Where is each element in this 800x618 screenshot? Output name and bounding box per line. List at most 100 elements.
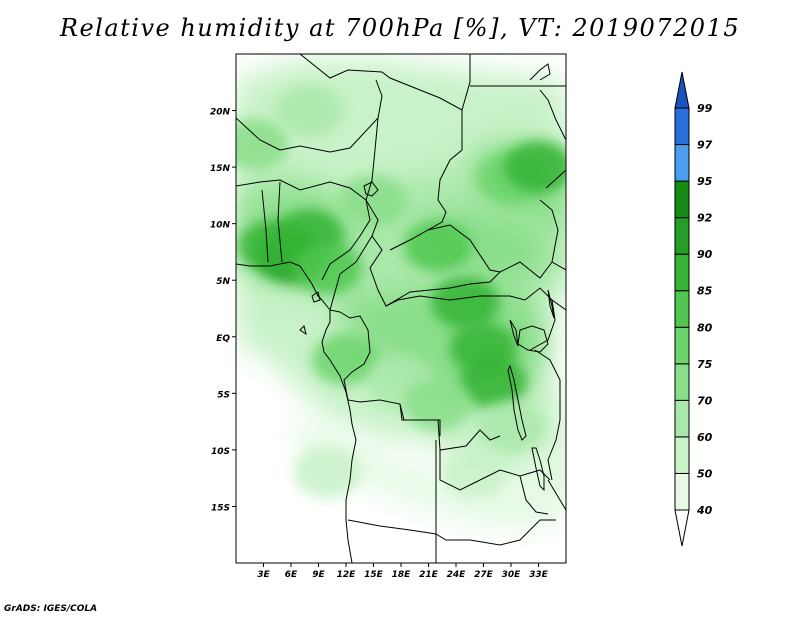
boundary-uganda [524,287,556,351]
humidity-maximum [403,378,472,431]
lat-tick-label: 10S [211,447,230,457]
colorbar-label: 85 [697,285,713,298]
lat-tick-label: 15S [211,503,230,513]
lon-tick-label: 24E [447,570,467,580]
lat-tick-label: 5N [216,277,230,287]
humidity-maximum [339,175,408,228]
latitude-axis: 20N 15N 10N 5N EQ 5S 10S 15S [210,108,236,513]
colorbar-box [674,399,690,438]
humidity-maximum [312,333,380,386]
colorbar-box [674,107,690,146]
boundary-kenya [551,299,566,311]
boundary-drc-angola [399,403,501,451]
colorbar-label: 60 [697,431,713,444]
colorbar-box [674,290,690,328]
humidity-maximum [477,401,545,454]
lon-tick-label: 12E [337,570,357,580]
boundary-ethiopia [539,199,566,271]
lat-tick-label: 10N [210,221,231,231]
lake-turkana [547,289,555,319]
humidity-maximum [440,446,509,499]
humidity-maximum [236,118,289,171]
boundary-south-sudan [427,224,553,279]
lake-malawi [531,447,545,492]
colorbar-box [674,180,690,219]
lake-victoria [517,325,549,353]
lon-tick-label: 33E [529,570,549,580]
humidity-maximum [431,276,500,329]
humidity-maximum [403,220,472,273]
country-boundaries [236,54,566,563]
coastlines [236,63,555,563]
sao-tome-island [299,325,307,336]
colorbar-labels: 40 50 60 70 75 80 85 90 92 95 97 99 [696,102,713,517]
colorbar-label: 75 [697,358,713,371]
grads-credit: GrADS: IGES/COLA [4,604,98,614]
colorbar-label: 40 [696,504,713,517]
boundary-mozambique [547,479,566,511]
boundary-eritrea [545,169,566,189]
lat-tick-label: EQ [216,334,230,344]
boundary-drc-congo [339,311,441,436]
colorbar-label: 92 [697,212,713,225]
coastline-west-africa [236,261,357,563]
boundary-benin-togo [261,189,269,263]
sinai-coast [529,63,551,81]
longitude-axis: 3E 6E 9E 12E 15E 18E 21E 24E 27E 30E 33E [257,563,549,580]
boundary-angola-namibia [347,519,470,541]
boundary-botswana [469,519,556,546]
map-title: Relative humidity at 700hPa [%], VT: 201… [59,14,741,42]
lon-tick-label: 15E [364,570,384,580]
humidity-maxima [236,84,566,499]
boundary-niger-mali [236,79,383,153]
lon-tick-label: 27E [474,570,494,580]
lon-tick-label: 21E [419,570,439,580]
lon-tick-label: 6E [285,570,298,580]
lon-tick-label: 30E [502,570,522,580]
lake-albert [509,319,519,347]
humidity-maximum [504,141,566,194]
colorbar-box [674,363,690,401]
colorbar-label: 80 [697,321,713,334]
lake-chad [363,181,379,197]
colorbar-upper-triangle [674,71,690,109]
boundary-red-sea-coast [539,89,566,141]
colorbar-label: 90 [697,248,713,261]
colorbar-box [674,217,690,255]
lat-tick-label: 5S [217,390,230,400]
lat-tick-label: 20N [210,108,231,118]
colorbar-label: 99 [697,102,713,115]
colorbar-box [674,436,690,474]
colorbar-label: 95 [697,175,713,188]
colorbar-label: 50 [697,467,713,480]
boundary-chad-sudan [389,110,463,251]
lat-tick-label: 15N [210,164,231,174]
lake-tanganyika [507,364,527,441]
colorbar-box [674,144,690,182]
colorbar-box [674,253,690,292]
boundary-algeria-libya [299,54,471,111]
colorbar-box [674,472,690,511]
humidity-region-south [290,420,566,530]
humidity-maximum [293,446,362,499]
boundary-nigeria [236,179,371,281]
lon-tick-label: 9E [312,570,325,580]
bioko-island [311,291,321,303]
humidity-maximum [458,356,527,409]
humidity-maximum [275,84,344,137]
lon-tick-label: 3E [257,570,270,580]
boundary-car [369,235,501,307]
colorbar-label: 97 [697,139,713,152]
colorbar-lower-triangle [674,509,690,547]
boundary-niger-chad [365,117,379,201]
boundary-tanzania [534,349,561,481]
colorbar-label: 70 [697,394,713,407]
colorbar-boxes [674,71,690,547]
lon-tick-label: 18E [392,570,412,580]
colorbar-box [674,326,690,365]
boundary-drc-north [385,295,526,307]
boundary-zimbabwe [519,475,549,515]
boundary-benin-nigeria [277,181,283,263]
